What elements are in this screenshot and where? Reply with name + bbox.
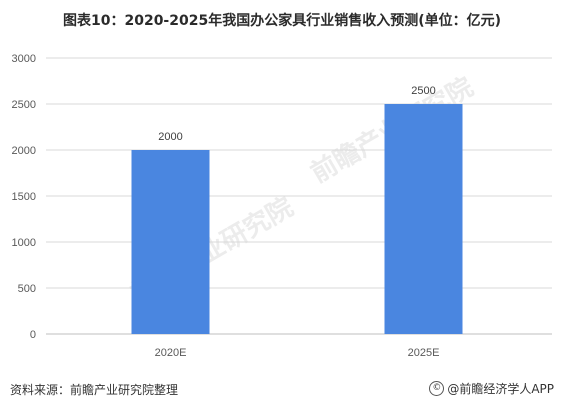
y-tick-label: 500 [18, 283, 36, 295]
brand-label: @前瞻经济学人APP [447, 382, 554, 396]
copyright-icon: © [429, 381, 445, 396]
bars [131, 104, 463, 334]
y-tick-label: 2000 [12, 145, 36, 157]
chart-title: 图表10：2020-2025年我国办公家具行业销售收入预测(单位：亿元) [62, 13, 502, 29]
brand-credit: © @前瞻经济学人APP [429, 380, 554, 397]
data-label: 2000 [158, 131, 182, 143]
data-labels: 2000 2500 [158, 85, 435, 143]
bar [131, 150, 210, 334]
source-note: 资料来源：前瞻产业研究院整理 [10, 383, 179, 397]
x-axis-ticks: 2020E 2025E [155, 347, 440, 359]
y-tick-label: 1500 [12, 191, 36, 203]
gridlines [46, 57, 552, 335]
y-tick-label: 1000 [12, 237, 36, 249]
y-tick-label: 2500 [12, 99, 36, 111]
y-axis-ticks: 0 500 1000 1500 2000 2500 3000 [12, 53, 36, 341]
x-tick-label: 2020E [155, 347, 187, 359]
y-tick-label: 0 [30, 329, 36, 341]
bar [384, 104, 463, 334]
data-label: 2500 [411, 85, 435, 97]
x-tick-label: 2025E [408, 347, 440, 359]
y-tick-label: 3000 [12, 53, 36, 65]
